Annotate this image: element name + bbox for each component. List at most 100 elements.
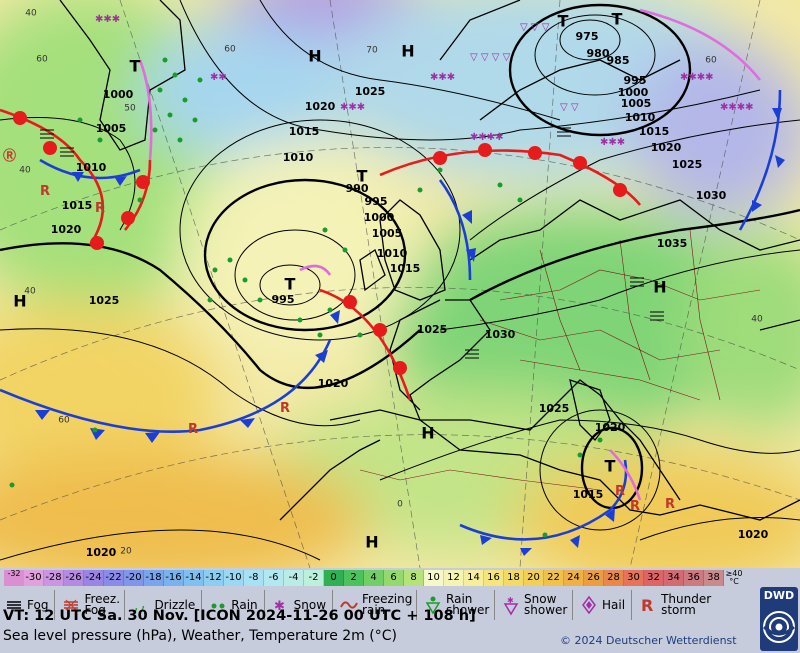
- colorbar-cell: 28: [604, 570, 624, 586]
- colorbar-cell: 38: [704, 570, 724, 586]
- colorbar-cell: 24: [564, 570, 584, 586]
- svg-text:✱✱✱✱: ✱✱✱✱: [470, 132, 504, 143]
- isobar-label: 1010: [283, 151, 314, 164]
- legend-label: Drizzle: [154, 597, 196, 612]
- high-pressure-center: H: [308, 47, 321, 66]
- legend-fog: Fog: [4, 590, 56, 620]
- borders: [359, 229, 761, 491]
- graticule: [0, 0, 800, 568]
- low-pressure-center: T: [558, 12, 569, 31]
- front-symbols: [13, 108, 785, 556]
- low-pressure-center: T: [130, 57, 141, 76]
- colorbar-cell: 22: [544, 570, 564, 586]
- colorbar-cell: -14: [184, 570, 204, 586]
- high-pressure-center: H: [421, 424, 434, 443]
- isobar-label: 1000: [103, 88, 134, 101]
- low-pressure-center: T: [612, 10, 623, 29]
- svg-text:,: ,: [141, 596, 145, 612]
- legend-panel: -32 -30 -28 -26 -24 -22 -20 -18 -16 -14 -12 -10 -8 -6…: [0, 568, 800, 653]
- isobar-label: 1025: [672, 158, 703, 171]
- isotherm-label: 40: [25, 9, 37, 19]
- legend-label: Snow: [293, 597, 327, 612]
- temperature-colorbar: -32 -30 -28 -26 -24 -22 -20 -18 -16 -14 -12 -10 -8 -6…: [4, 570, 744, 588]
- colorbar-cell: -8: [244, 570, 264, 586]
- isobar-label: 975: [576, 30, 599, 43]
- low-pressure-center: T: [357, 167, 368, 186]
- isobar-label: 1000: [364, 211, 395, 224]
- colorbar-cell: -10: [224, 570, 244, 586]
- rain-shower-icon: [425, 596, 441, 615]
- svg-text:R: R: [641, 596, 653, 615]
- isobar-label: 1020: [738, 528, 769, 541]
- isotherm-label: 60: [58, 416, 70, 426]
- svg-text:✱✱✱✱: ✱✱✱✱: [680, 72, 714, 83]
- isobars: [0, 0, 800, 561]
- isobar-label: 1015: [639, 125, 670, 138]
- svg-text:R: R: [188, 422, 198, 437]
- isobar-label: 995: [272, 293, 295, 306]
- isobar-label: 1010: [76, 161, 107, 174]
- legend-label: Thunder storm: [661, 592, 712, 617]
- isobar-label: 1020: [305, 100, 336, 113]
- fog-symbols: [40, 127, 664, 359]
- svg-text:R: R: [95, 201, 105, 216]
- isotherm-label: 50: [124, 104, 136, 114]
- colorbar-cell: 36: [684, 570, 704, 586]
- colorbar-cell: -32: [4, 570, 24, 586]
- legend-freezing-rain: Freezing rain: [339, 590, 418, 620]
- isotherm-label: 40: [751, 315, 763, 325]
- isobar-label: 1025: [89, 294, 120, 307]
- isobar-label: 1030: [696, 189, 727, 202]
- high-pressure-center: H: [13, 292, 26, 311]
- snow-icon: ✱: [274, 599, 285, 614]
- legend-label: Freez. Fog: [84, 592, 121, 617]
- svg-text:R: R: [630, 499, 640, 514]
- colorbar-cell: 2: [344, 570, 364, 586]
- legend-hail: Hail: [579, 590, 633, 620]
- legend-drizzle: ,, Drizzle: [131, 590, 203, 620]
- svg-text:✱✱✱: ✱✱✱: [340, 102, 365, 113]
- isobar-label: 1020: [595, 421, 626, 434]
- hail-icon: [582, 595, 596, 615]
- isobar-label: 995: [365, 195, 388, 208]
- isobar-label: 1030: [485, 328, 516, 341]
- colorbar-cell: 6: [384, 570, 404, 586]
- high-pressure-center: H: [653, 278, 666, 297]
- colorbar-cell: 30: [624, 570, 644, 586]
- isobar-label: 1025: [417, 323, 448, 336]
- isobar-label: 1020: [651, 141, 682, 154]
- legend-label: Freezing rain: [362, 592, 413, 617]
- isobar-label: 1020: [86, 546, 117, 559]
- freezing-fog-icon: [64, 599, 79, 611]
- temperature-shading: [0, 0, 800, 568]
- isobar-label: 1010: [377, 247, 408, 260]
- dwd-logo: DWD: [760, 587, 798, 651]
- rain-symbols: [9, 57, 603, 538]
- svg-text:✱: ✱: [274, 599, 285, 614]
- colorbar-cell: -2: [304, 570, 324, 586]
- svg-text:Ⓡ: Ⓡ: [3, 148, 16, 164]
- isobar-label: 1015: [62, 199, 93, 212]
- colorbar-cell: ≥40 °C: [724, 569, 744, 586]
- svg-text:✱✱✱: ✱✱✱: [430, 72, 455, 83]
- isobar-label: 990: [346, 182, 369, 195]
- svg-text:R: R: [280, 401, 290, 416]
- isobar-label: 1015: [289, 125, 320, 138]
- legend-snow: ✱ Snow: [271, 590, 334, 620]
- colorbar-cell: -28: [44, 570, 64, 586]
- isobar-label: 1020: [318, 377, 349, 390]
- isotherm-label: 60: [224, 45, 236, 55]
- colorbar-cell: 10: [424, 570, 444, 586]
- colorbar-cell: -18: [144, 570, 164, 586]
- svg-text:R: R: [40, 184, 50, 199]
- colorbar-cell: 26: [584, 570, 604, 586]
- colorbar-cell: -20: [124, 570, 144, 586]
- isobar-label: 980: [587, 47, 610, 60]
- isobar-label: 985: [607, 54, 630, 67]
- svg-text:,: ,: [134, 598, 138, 614]
- colorbar-cell: 14: [464, 570, 484, 586]
- isobar-label: 1025: [539, 402, 570, 415]
- thunderstorm-symbols: ⓇRR RRR RR: [3, 148, 675, 514]
- isobar-label: 1010: [625, 111, 656, 124]
- svg-text:✱✱: ✱✱: [210, 72, 227, 83]
